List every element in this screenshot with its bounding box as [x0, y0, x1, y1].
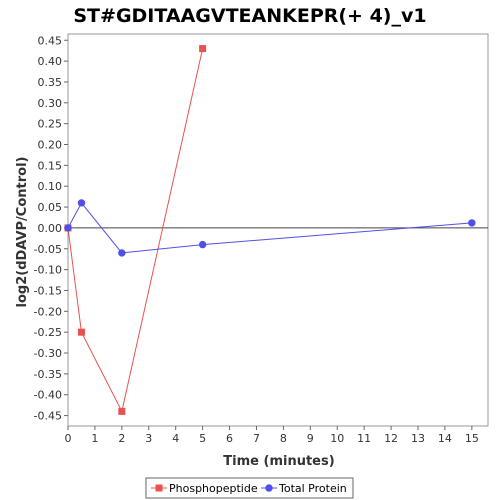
y-tick-label: -0.10 — [34, 264, 62, 277]
x-tick-label: 1 — [91, 432, 98, 445]
data-point-total-protein — [198, 240, 207, 249]
x-tick-label: 6 — [226, 432, 233, 445]
x-tick-label: 9 — [307, 432, 314, 445]
data-point-phosphopeptide — [199, 45, 207, 53]
x-tick-label: 10 — [330, 432, 344, 445]
y-tick-label: 0.20 — [38, 139, 63, 152]
y-tick-label: 0.00 — [38, 222, 63, 235]
legend-marker-total-protein — [265, 484, 273, 492]
legend-label-phosphopeptide: Phosphopeptide — [169, 482, 258, 495]
y-tick-label: -0.40 — [34, 389, 62, 402]
data-point-total-protein — [64, 224, 72, 232]
y-tick-label: 0.15 — [38, 159, 63, 172]
legend-label-total-protein: Total Protein — [278, 482, 347, 495]
x-tick-label: 8 — [280, 432, 287, 445]
data-point-total-protein — [77, 199, 86, 207]
x-tick-label: 12 — [384, 432, 398, 445]
chart-title: ST#GDITAAGVTEANKEPR(+ 4)_v1 — [73, 5, 426, 27]
x-tick-label: 3 — [145, 432, 152, 445]
x-tick-label: 15 — [465, 432, 479, 445]
x-tick-label: 14 — [438, 432, 452, 445]
data-point-total-protein — [468, 219, 476, 227]
y-tick-label: -0.20 — [34, 305, 62, 318]
y-tick-label: -0.05 — [34, 243, 62, 256]
x-tick-label: 11 — [357, 432, 371, 445]
plot-area — [67, 33, 489, 427]
x-tick-label: 0 — [65, 432, 72, 445]
y-tick-label: -0.15 — [34, 284, 62, 297]
y-tick-label: 0.05 — [38, 201, 63, 214]
y-tick-label: -0.30 — [34, 347, 62, 360]
y-tick-label: 0.30 — [38, 97, 63, 110]
x-tick-label: 5 — [199, 432, 206, 445]
series-line-phosphopeptide — [67, 48, 204, 413]
y-tick-label: -0.25 — [34, 326, 62, 339]
legend: Phosphopeptide Total Protein — [145, 477, 354, 499]
legend-marker-phosphopeptide — [155, 484, 163, 492]
x-tick-label: 7 — [253, 432, 260, 445]
legend-box — [145, 477, 354, 499]
y-axis: -0.45 -0.40 -0.35 -0.30 -0.25 -0.20 -0.15 -0.10… — [34, 34, 68, 423]
x-axis: 0 1 2 3 4 5 6 7 8 9 10 11 12 13 14 15 — [65, 426, 479, 445]
data-point-phosphopeptide — [118, 407, 126, 415]
x-tick-label: 4 — [172, 432, 179, 445]
y-tick-label: 0.25 — [38, 118, 63, 131]
y-tick-label: 0.40 — [38, 55, 63, 68]
y-tick-label: -0.45 — [34, 410, 62, 423]
x-tick-label: 13 — [411, 432, 425, 445]
x-axis-label: Time (minutes) — [223, 454, 334, 469]
data-point-total-protein — [118, 249, 126, 257]
y-tick-label: 0.10 — [38, 180, 63, 193]
y-axis-label: log2(dDAVP/Control) — [15, 157, 30, 308]
data-point-phosphopeptide — [77, 328, 85, 336]
y-tick-label: 0.35 — [38, 76, 63, 89]
series-layer — [64, 45, 476, 415]
y-tick-label: -0.35 — [34, 368, 62, 381]
y-tick-label: 0.45 — [38, 34, 63, 47]
x-tick-label: 2 — [118, 432, 125, 445]
